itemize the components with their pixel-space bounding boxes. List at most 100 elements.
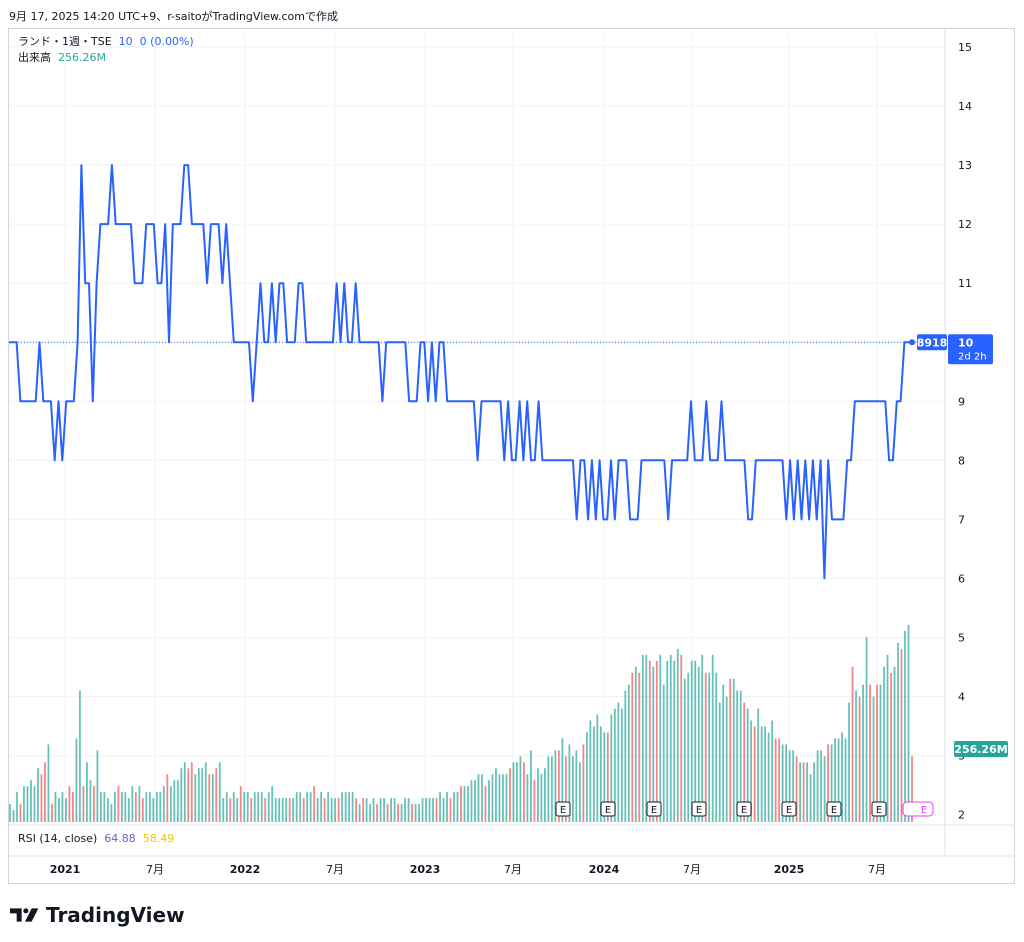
tradingview-brand[interactable]: TradingView xyxy=(10,903,185,927)
volume-bar xyxy=(442,798,445,822)
volume-bar xyxy=(743,702,746,822)
volume-bar xyxy=(848,702,850,822)
volume-bar xyxy=(106,798,109,822)
volume-label[interactable]: 出来高 xyxy=(18,51,51,64)
volume-bar xyxy=(561,738,564,822)
volume-bar xyxy=(638,672,641,822)
volume-bar xyxy=(676,648,679,822)
volume-bar xyxy=(627,684,630,822)
volume-bar xyxy=(169,786,172,822)
volume-bar xyxy=(9,804,11,822)
rsi-label: RSI (14, close) xyxy=(18,832,98,845)
rsi-value-1: 64.88 xyxy=(104,832,136,845)
volume-bar xyxy=(316,798,319,822)
volume-bar xyxy=(51,804,53,822)
earnings-marker: E xyxy=(736,801,752,817)
volume-bar xyxy=(652,666,655,822)
volume-bar xyxy=(44,762,46,822)
price-badge-value: 10 xyxy=(958,336,974,349)
volume-bar xyxy=(292,798,295,822)
x-tick-label: 2022 xyxy=(230,863,261,876)
volume-value: 256.26M xyxy=(58,51,106,64)
volume-bar xyxy=(687,672,690,822)
volume-bar xyxy=(578,762,581,822)
rsi-legend[interactable]: RSI (14, close) 64.88 58.49 xyxy=(18,832,174,845)
volume-bar xyxy=(718,702,721,822)
earnings-label: E xyxy=(786,805,792,816)
volume-bar xyxy=(571,756,574,822)
symbol-change: 0 (0.00%) xyxy=(139,35,194,48)
volume-bar xyxy=(897,642,899,822)
volume-bar xyxy=(785,744,788,822)
volume-bar xyxy=(446,792,448,822)
volume-bar xyxy=(659,654,662,822)
volume-bar xyxy=(274,798,277,822)
volume-bar xyxy=(509,768,511,822)
volume-bar xyxy=(694,660,697,822)
volume-bar xyxy=(376,804,378,822)
volume-bar xyxy=(530,750,532,822)
volume-bar xyxy=(372,798,375,822)
x-tick-label: 7月 xyxy=(146,863,164,876)
volume-bar xyxy=(400,804,403,822)
tradingview-logo-icon xyxy=(10,908,39,922)
symbol-name[interactable]: ランド・1週・TSE xyxy=(18,35,112,48)
volume-bar xyxy=(711,654,714,822)
volume-bar xyxy=(271,786,274,822)
volume-bar xyxy=(309,792,312,822)
upcoming-earnings-box xyxy=(902,801,934,817)
volume-bar xyxy=(302,798,305,822)
price-badge-countdown: 2d 2h xyxy=(958,351,987,362)
volume-bar xyxy=(701,654,704,822)
y-tick-label: 15 xyxy=(958,41,972,54)
volume-bar xyxy=(386,804,389,822)
grid xyxy=(9,28,1015,857)
volume-bar xyxy=(383,798,385,822)
earnings-marker: E xyxy=(691,801,707,817)
volume-bar xyxy=(323,798,326,822)
volume-bar xyxy=(16,792,18,822)
volume-bar xyxy=(816,750,819,822)
price-series-line xyxy=(9,164,912,580)
volume-bar xyxy=(75,738,78,822)
volume-bar xyxy=(750,720,753,822)
volume-bar xyxy=(575,750,578,822)
x-tick-label: 2021 xyxy=(50,863,81,876)
earnings-label: E xyxy=(560,805,566,816)
volume-bar xyxy=(648,660,651,822)
y-tick-label: 6 xyxy=(958,572,965,585)
y-tick-label: 8 xyxy=(958,454,965,467)
volume-bar xyxy=(79,690,81,822)
volume-bar xyxy=(365,798,368,822)
rsi-value-2: 58.49 xyxy=(142,832,175,845)
volume-bar xyxy=(152,798,155,822)
volume-bar xyxy=(760,726,763,822)
volume-bar xyxy=(327,792,330,822)
volume-bar xyxy=(187,768,190,822)
volume-bar xyxy=(250,798,253,822)
volume-bar xyxy=(222,798,225,822)
volume-bar xyxy=(904,630,906,822)
volume-bar xyxy=(155,792,158,822)
volume-bar xyxy=(844,738,847,822)
earnings-marker: E xyxy=(555,801,571,817)
y-tick-label: 5 xyxy=(958,632,965,645)
volume-bar xyxy=(159,792,162,822)
time-axis: 2021 7月 2022 7月 2023 7月 2024 7月 2025 7月 xyxy=(50,863,886,876)
volume-bar xyxy=(631,672,634,822)
volume-bar xyxy=(596,714,599,822)
volume-bar xyxy=(369,804,372,822)
volume-bar xyxy=(113,792,116,822)
volume-bar xyxy=(12,810,15,822)
volume-bar xyxy=(204,762,207,822)
volume-bar xyxy=(334,798,337,822)
volume-bar xyxy=(655,660,658,822)
volume-bar xyxy=(243,792,246,822)
volume-bar xyxy=(544,768,546,822)
volume-bar xyxy=(358,804,361,822)
volume-bar xyxy=(390,798,392,822)
x-tick-label: 2025 xyxy=(774,863,805,876)
volume-bar xyxy=(862,684,864,822)
volume-bar xyxy=(93,786,95,822)
